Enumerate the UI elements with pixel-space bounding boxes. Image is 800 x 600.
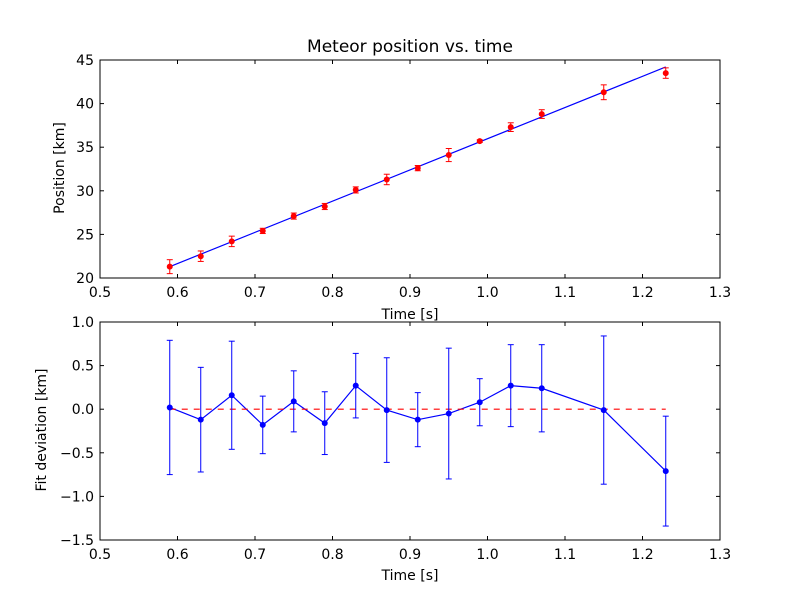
data-point [166, 404, 173, 411]
data-point [290, 398, 297, 405]
data-point [662, 468, 669, 475]
x-tick-label: 1.1 [554, 547, 576, 563]
data-point [445, 152, 452, 159]
deviation-chart: 0.5 0.6 0.7 0.8 0.9 1.0 1.1 1.2 1.3 −1.5 −1.0 −0.5 0… [34, 315, 731, 584]
deviation-y-axis-label: Fit deviation [km] [34, 368, 50, 491]
data-point [321, 203, 328, 210]
y-tick-label: −1.0 [60, 489, 94, 505]
y-tick-label: 0.0 [72, 402, 94, 418]
data-point [383, 407, 390, 414]
data-point [321, 420, 328, 427]
y-tick-label: 45 [76, 53, 94, 69]
x-tick-label: 0.5 [89, 285, 111, 301]
x-tick-label: 0.6 [166, 547, 188, 563]
y-tick-label: 25 [76, 227, 94, 243]
position-axes-frame [99, 59, 721, 279]
x-tick-label: 1.0 [476, 285, 498, 301]
y-tick-label: 0.5 [72, 359, 94, 375]
data-point [445, 410, 452, 417]
position-y-axis-label: Position [km] [52, 122, 68, 214]
x-tick-label: 1.2 [631, 547, 653, 563]
data-point [228, 392, 235, 399]
x-tick-label: 1.0 [476, 547, 498, 563]
data-point [197, 253, 204, 260]
data-point [414, 165, 421, 172]
x-tick-label: 0.7 [244, 285, 266, 301]
deviation-axes-frame [99, 321, 721, 541]
position-x-axis-label: Time [s] [381, 307, 439, 323]
data-point [507, 124, 514, 131]
position-marks [166, 66, 669, 275]
data-point [538, 385, 545, 392]
y-tick-label: 1.0 [72, 315, 94, 331]
data-point [290, 213, 297, 220]
data-point [600, 407, 607, 414]
deviation-marks [166, 335, 669, 527]
chart-title: Meteor position vs. time [307, 37, 513, 57]
data-point [352, 186, 359, 193]
data-point [166, 263, 173, 270]
y-tick-label: 35 [76, 140, 94, 156]
data-point [538, 111, 545, 118]
x-tick-label: 1.3 [709, 285, 731, 301]
x-tick-label: 0.5 [89, 547, 111, 563]
x-tick-label: 1.2 [631, 285, 653, 301]
x-tick-label: 1.1 [554, 285, 576, 301]
x-tick-label: 0.6 [166, 285, 188, 301]
data-point [259, 227, 266, 234]
y-tick-label: 40 [76, 97, 94, 113]
x-tick-label: 0.8 [321, 285, 343, 301]
x-tick-label: 0.9 [399, 285, 421, 301]
data-point [476, 399, 483, 406]
data-point [197, 416, 204, 423]
y-tick-label: 20 [76, 271, 94, 287]
y-tick-label: 30 [76, 184, 94, 200]
position-chart: Meteor position vs. time 0.5 0.6 0.7 0.8 0.9… [52, 37, 731, 323]
data-point [383, 176, 390, 183]
data-point [507, 382, 514, 389]
data-point [600, 89, 607, 96]
deviation-x-axis-label: Time [s] [381, 568, 439, 584]
x-tick-label: 0.7 [244, 547, 266, 563]
x-tick-label: 0.9 [399, 547, 421, 563]
data-point [259, 421, 266, 428]
data-point [352, 382, 359, 389]
x-tick-label: 0.8 [321, 547, 343, 563]
data-point [476, 138, 483, 145]
x-tick-label: 1.3 [709, 547, 731, 563]
y-tick-label: −1.5 [60, 533, 94, 549]
y-tick-label: −0.5 [60, 446, 94, 462]
data-point [662, 70, 669, 77]
data-point [414, 416, 421, 423]
data-point [228, 238, 235, 245]
